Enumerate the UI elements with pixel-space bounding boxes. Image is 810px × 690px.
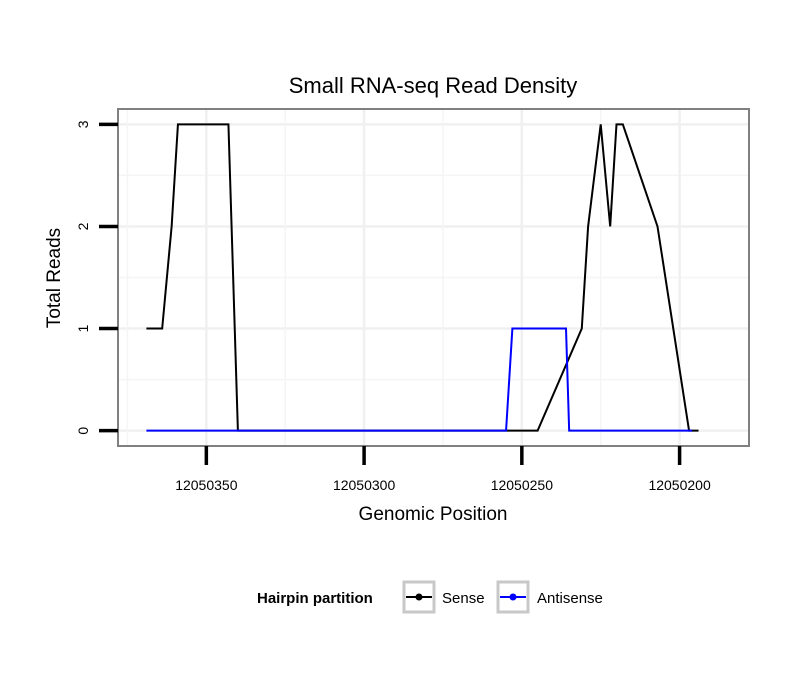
legend-point-sense (416, 594, 423, 601)
x-tick-label-0: 12050350 (175, 477, 238, 493)
y-tick-label-1: 1 (75, 324, 91, 332)
x-axis: 12050350 12050300 12050250 12050200 (175, 446, 711, 493)
x-axis-title: Genomic Position (359, 504, 508, 525)
x-tick-label-1: 12050300 (333, 477, 396, 493)
legend: Hairpin partition Sense Antisense (257, 582, 603, 612)
chart-title: Small RNA-seq Read Density (289, 73, 578, 98)
legend-title: Hairpin partition (257, 590, 373, 607)
y-tick-label-3: 3 (75, 120, 91, 128)
y-axis-title: Total Reads (44, 228, 65, 328)
legend-label-antisense: Antisense (537, 590, 603, 607)
legend-point-antisense (510, 594, 517, 601)
x-tick-label-3: 12050200 (648, 477, 711, 493)
y-axis: 0 1 2 3 (75, 120, 118, 434)
y-tick-label-2: 2 (75, 222, 91, 230)
y-tick-label-0: 0 (75, 427, 91, 435)
legend-label-sense: Sense (442, 590, 485, 607)
chart: Small RNA-seq Read Density 0 1 2 3 12050350… (0, 0, 810, 690)
x-tick-label-2: 12050250 (491, 477, 554, 493)
